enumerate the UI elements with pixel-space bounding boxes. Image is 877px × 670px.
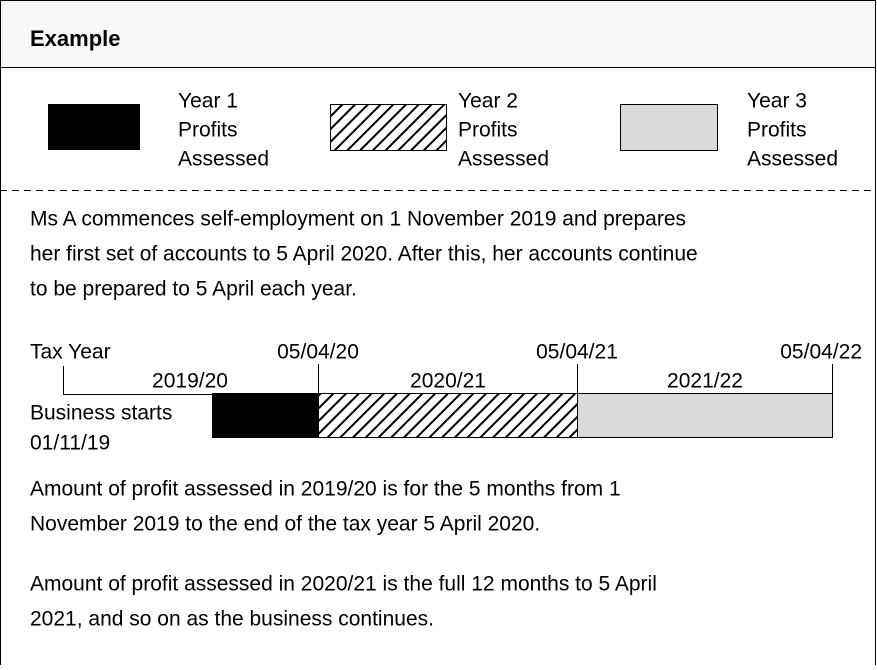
timeline-date: 05/04/21	[536, 341, 618, 364]
timeline-date: 05/04/22	[780, 341, 862, 364]
bar-year1	[212, 393, 318, 438]
intro-line: her first set of accounts to 5 April 202…	[30, 243, 698, 266]
legend-label: Year 3	[747, 90, 807, 113]
paragraph-line: Amount of profit assessed in 2019/20 is …	[30, 478, 621, 501]
legend-label: Year 2	[458, 90, 518, 113]
legend-label: Year 1	[178, 90, 238, 113]
legend-swatch-year3	[620, 104, 718, 151]
intro-line: Ms A commences self-employment on 1 Nove…	[30, 208, 686, 231]
tax-year-label: 2020/21	[410, 370, 486, 393]
intro-line: to be prepared to 5 April each year.	[30, 278, 357, 301]
header-title: Example	[30, 26, 121, 51]
legend-swatch-year2	[330, 104, 447, 151]
header-background	[1, 1, 875, 67]
legend-label: Profits	[458, 119, 518, 142]
paragraph-line: 2021, and so on as the business continue…	[30, 608, 434, 631]
legend-label: Profits	[178, 119, 238, 142]
timeline-date: 05/04/20	[277, 341, 359, 364]
bar-year3	[577, 393, 833, 438]
start-label: 01/11/19	[30, 432, 110, 455]
legend-label: Assessed	[178, 148, 269, 171]
bar-year2	[318, 393, 578, 438]
legend-label: Profits	[747, 119, 807, 142]
legend-label: Assessed	[747, 148, 838, 171]
tax-year-label: 2019/20	[152, 370, 228, 393]
timeline-label: Tax Year	[30, 341, 111, 364]
paragraph-line: Amount of profit assessed in 2020/21 is …	[30, 573, 657, 596]
start-label: Business starts	[30, 402, 172, 425]
paragraph-line: November 2019 to the end of the tax year…	[30, 513, 540, 536]
legend-label: Assessed	[458, 148, 549, 171]
legend-swatch-year1	[48, 104, 140, 150]
tax-year-label: 2021/22	[667, 370, 743, 393]
